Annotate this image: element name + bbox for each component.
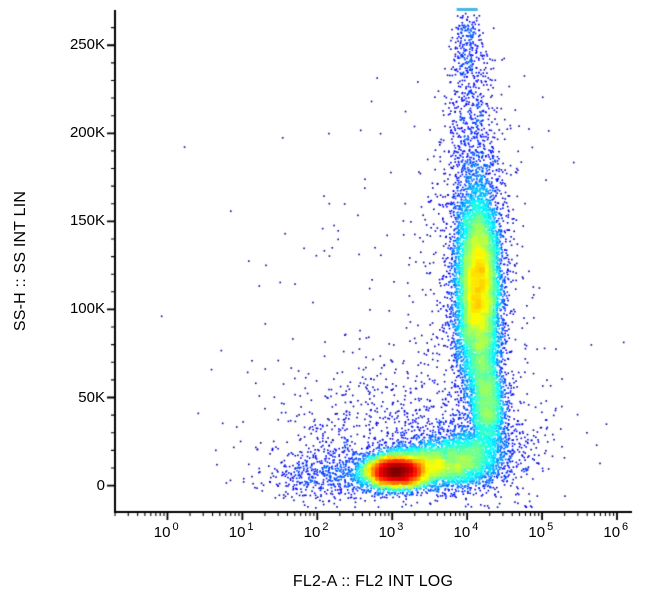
x-tick-base: 10 <box>528 524 546 541</box>
x-tick-exponent: 2 <box>322 521 329 533</box>
y-tick-label: 250K <box>69 36 105 54</box>
x-tick-label: 10 0 <box>153 521 179 542</box>
x-tick-label: 10 1 <box>228 521 254 542</box>
y-axis-title: SS-H :: SS INT LIN <box>12 190 29 332</box>
x-tick-exponent: 5 <box>547 521 554 533</box>
x-tick-exponent: 3 <box>397 521 404 533</box>
y-tick-label: 150K <box>69 212 105 230</box>
y-tick-label: 50K <box>78 388 105 406</box>
x-tick-label: 10 4 <box>453 521 479 542</box>
x-tick-base: 10 <box>378 524 396 541</box>
x-tick-label: 10 6 <box>603 521 629 542</box>
y-tick-label: 200K <box>69 124 105 142</box>
x-tick-exponent: 0 <box>172 521 179 533</box>
x-tick-base: 10 <box>228 524 246 541</box>
x-tick-base: 10 <box>453 524 471 541</box>
x-tick-exponent: 1 <box>247 521 254 533</box>
x-tick-base: 10 <box>603 524 621 541</box>
x-tick-label: 10 3 <box>378 521 404 542</box>
y-tick-label: 100K <box>69 300 105 318</box>
x-tick-exponent: 6 <box>622 521 629 533</box>
x-tick-label: 10 2 <box>303 521 329 542</box>
x-axis-title: FL2-A :: FL2 INT LOG <box>292 573 454 590</box>
y-tick-label: 0 <box>96 476 105 494</box>
x-tick-exponent: 4 <box>472 521 479 533</box>
x-tick-base: 10 <box>303 524 321 541</box>
x-tick-label: 10 5 <box>528 521 554 542</box>
x-tick-base: 10 <box>153 524 171 541</box>
